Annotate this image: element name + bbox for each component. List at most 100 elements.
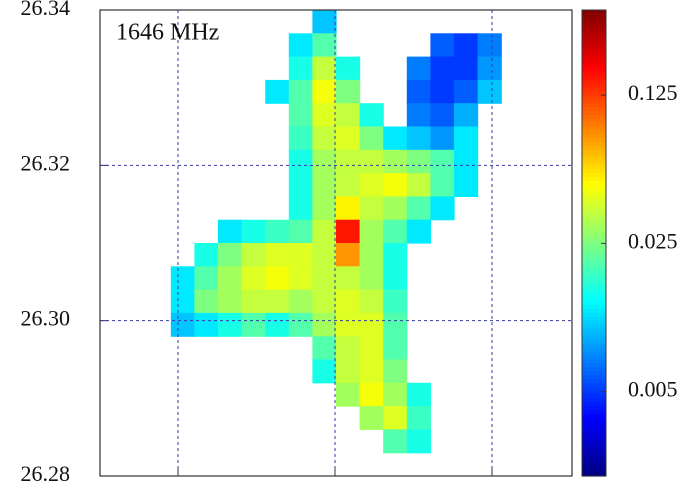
- heatmap-cell: [383, 196, 408, 221]
- colorbar-slice: [582, 371, 606, 376]
- heatmap-cell: [383, 219, 408, 244]
- colorbar-slice: [582, 10, 606, 15]
- colorbar-slice: [582, 297, 606, 302]
- colorbar-slice: [582, 262, 606, 267]
- heatmap-cell: [359, 406, 384, 430]
- heatmap-cell: [336, 382, 361, 407]
- colorbar-slice: [582, 173, 606, 178]
- colorbar-slice: [582, 118, 606, 124]
- colorbar-slice: [582, 406, 606, 411]
- heatmap-cell: [241, 312, 266, 337]
- colorbar-slice: [582, 223, 606, 229]
- colorbar-slice: [582, 192, 606, 197]
- colorbar-slice: [582, 429, 606, 434]
- y-tick-label: 26.32: [21, 150, 71, 175]
- colorbar-slice: [582, 293, 606, 298]
- heatmap-cell: [312, 126, 337, 151]
- heatmap-cell: [265, 79, 290, 104]
- colorbar-slice: [582, 21, 606, 27]
- annotation: 1646 MHz: [116, 20, 219, 46]
- heatmap-cell: [336, 196, 361, 221]
- heatmap-cell: [288, 56, 313, 81]
- colorbar-tick-label: 0.005: [628, 377, 678, 402]
- heatmap-cell: [194, 289, 219, 314]
- colorbar-slice: [582, 165, 606, 170]
- heatmap-cell: [454, 149, 479, 174]
- heatmap-cell: [359, 243, 384, 267]
- heatmap-cell: [430, 149, 455, 174]
- heatmap-cell: [336, 289, 361, 314]
- colorbar-slice: [582, 48, 606, 54]
- colorbar-slice: [582, 126, 606, 131]
- colorbar-slice: [582, 444, 606, 450]
- colorbar-tick-label: 0.025: [628, 228, 678, 253]
- heatmap-cell: [312, 359, 337, 384]
- heatmap-cell: [383, 382, 408, 407]
- heatmap-cell: [383, 149, 408, 174]
- heatmap-cell: [218, 312, 243, 337]
- colorbar-slice: [582, 351, 606, 357]
- colorbar-slice: [582, 448, 606, 454]
- heatmap-cell: [265, 243, 290, 267]
- colorbar: [582, 10, 606, 477]
- colorbar-slice: [582, 204, 606, 209]
- heatmap-cell: [406, 219, 431, 244]
- colorbar-slice: [582, 134, 606, 139]
- colorbar-slice: [582, 161, 606, 166]
- heatmap-cell: [265, 266, 290, 291]
- colorbar-slice: [582, 390, 606, 396]
- colorbar-slice: [582, 468, 606, 473]
- colorbar-slice: [582, 336, 606, 341]
- colorbar-slice: [582, 83, 606, 89]
- colorbar-slice: [582, 17, 606, 23]
- heatmap-cell: [454, 126, 479, 151]
- heatmap-cell: [383, 429, 408, 454]
- colorbar-slice: [582, 114, 606, 120]
- heatmap-cell: [454, 103, 479, 128]
- colorbar-slice: [582, 289, 606, 295]
- heatmap-cell: [406, 173, 431, 197]
- colorbar-slice: [582, 250, 606, 256]
- heatmap-cell: [312, 103, 337, 128]
- colorbar-slice: [582, 343, 606, 349]
- colorbar-slice: [582, 37, 606, 42]
- heatmap-cell: [312, 336, 337, 361]
- colorbar-slice: [582, 394, 606, 399]
- colorbar-slice: [582, 145, 606, 151]
- heatmap-cell: [336, 173, 361, 197]
- heatmap-cell: [359, 289, 384, 314]
- heatmap-cell: [430, 173, 455, 197]
- heatmap-cell: [288, 149, 313, 174]
- heatmap-cell: [336, 126, 361, 151]
- plot-frame: [99, 9, 573, 477]
- colorbar-slice: [582, 301, 606, 306]
- heatmap-cell: [430, 196, 455, 221]
- colorbar-slice: [582, 138, 606, 143]
- colorbar-slice: [582, 258, 606, 264]
- colorbar-slice: [582, 33, 606, 38]
- heatmap-cell: [336, 266, 361, 291]
- colorbar-slice: [582, 359, 606, 364]
- heatmap-cell: [430, 33, 455, 58]
- colorbar-slice: [582, 215, 606, 221]
- colorbar-slice: [582, 398, 606, 403]
- colorbar-frame: [581, 9, 607, 477]
- heatmap-cell: [406, 149, 431, 174]
- y-tick-label: 26.30: [21, 306, 71, 331]
- heatmap-cell: [383, 173, 408, 197]
- heatmap-cell: [265, 289, 290, 314]
- heatmap-cell: [312, 196, 337, 221]
- heatmap-cell: [288, 312, 313, 337]
- colorbar-slice: [582, 56, 606, 62]
- heatmap-cell: [265, 219, 290, 244]
- heatmap-cell: [288, 289, 313, 314]
- colorbar-slice: [582, 91, 606, 97]
- colorbar-slice: [582, 472, 606, 477]
- heatmap-cell: [383, 312, 408, 337]
- heatmap-cell: [288, 79, 313, 104]
- colorbar-slice: [582, 211, 606, 217]
- heatmap-cell: [383, 126, 408, 151]
- y-tick-label: 26.34: [21, 0, 71, 20]
- colorbar-slice: [582, 64, 606, 69]
- heatmap-cell: [288, 103, 313, 128]
